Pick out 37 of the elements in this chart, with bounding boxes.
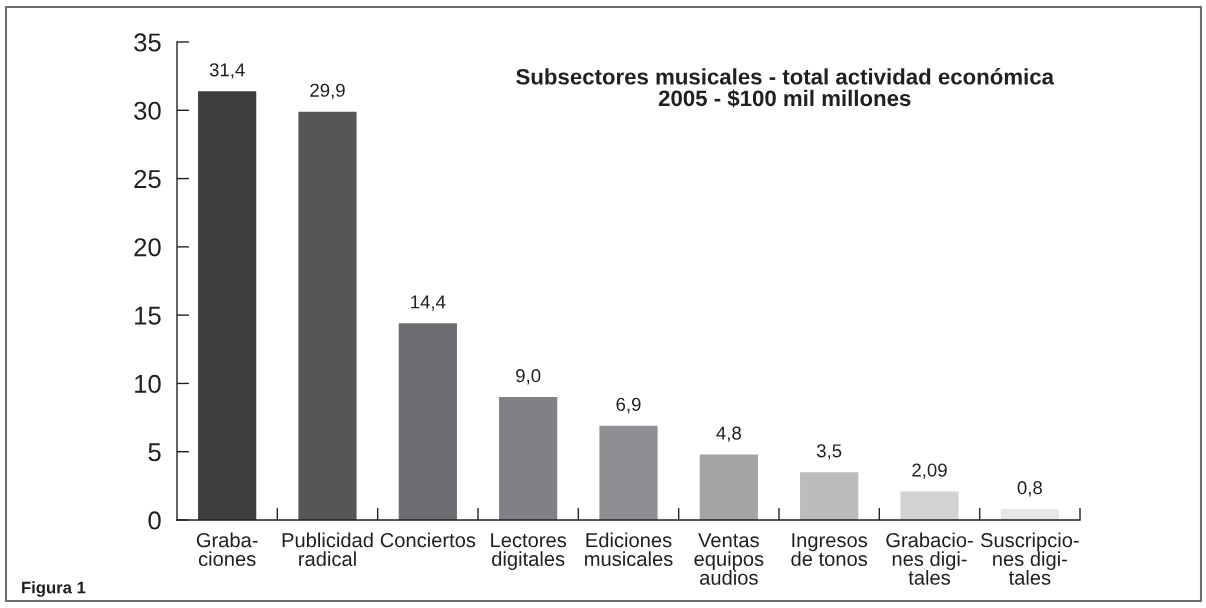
data-label: 31,4 <box>209 63 245 79</box>
data-label: 14,4 <box>411 295 446 311</box>
y-tick-label: 30 <box>134 101 161 120</box>
x-tick-label: Ingresos de tonos <box>791 533 868 567</box>
data-label: 6,9 <box>616 397 641 414</box>
data-label: 0,8 <box>1017 481 1042 497</box>
bar <box>198 91 257 520</box>
y-tick-label: 15 <box>135 306 161 325</box>
bar <box>800 472 859 520</box>
bar <box>599 425 658 520</box>
bar <box>699 454 758 520</box>
bar <box>1000 509 1059 520</box>
data-label: 2,09 <box>912 463 947 479</box>
bar <box>298 111 357 520</box>
data-label: 3,5 <box>816 444 842 460</box>
bar <box>398 323 457 520</box>
y-tick-label: 20 <box>134 238 161 257</box>
text: Subsectores musicales - total actividad económica 2005 - $100 mil millones <box>516 68 1055 108</box>
x-tick-label: Grabacio- nes digi- tales <box>886 532 973 585</box>
x-tick-label: Ediciones musicales <box>585 532 673 567</box>
text: Figura 1 <box>22 581 86 597</box>
data-label: 29,9 <box>310 83 345 100</box>
y-tick-label: 5 <box>148 443 161 462</box>
x-tick-label: Ventas equipos audios <box>694 533 764 585</box>
y-tick-label: 10 <box>135 374 161 393</box>
data-label: 9,0 <box>516 369 541 385</box>
x-tick-label: Lectores digitales <box>491 533 567 571</box>
x-tick-label: Graba- ciones <box>196 532 258 567</box>
bar <box>499 397 558 520</box>
x-tick-label: Publicidad radical <box>282 532 373 567</box>
y-tick-label: 0 <box>148 511 161 530</box>
data-label: 4,8 <box>716 426 741 442</box>
y-tick-label: 25 <box>134 169 161 189</box>
y-tick-label: 35 <box>134 33 161 52</box>
x-tick-label: Suscripcio- nes digi- tales <box>980 532 1079 585</box>
bar <box>900 491 959 520</box>
x-tick-label: Conciertos <box>380 532 476 548</box>
